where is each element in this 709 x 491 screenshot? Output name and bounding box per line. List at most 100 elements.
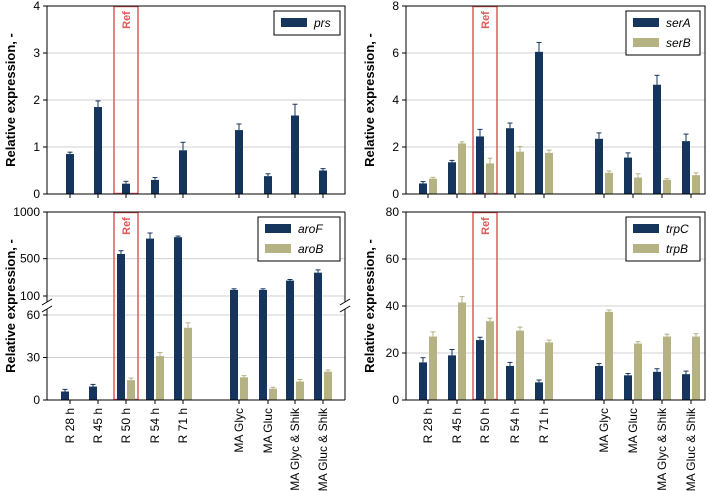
axis-break-mark	[41, 298, 53, 306]
bar-serA	[448, 162, 456, 194]
bar-prs	[319, 170, 327, 194]
x-tick-label: MA Gluc	[626, 408, 640, 453]
x-tick-label: R 28 h	[421, 408, 435, 443]
bar-prs	[179, 150, 187, 194]
bars-layer	[61, 41, 700, 400]
bar-serB	[516, 151, 524, 194]
y-tick-label: 1000	[13, 205, 40, 219]
bar-prs	[66, 154, 74, 194]
y-tick-label: 8	[392, 0, 399, 13]
bar-serB	[458, 143, 466, 194]
x-tick-label: R 45 h	[91, 408, 105, 443]
legend-label-aroB: aroB	[298, 242, 323, 256]
bar-serA	[535, 51, 543, 195]
bar-serA	[506, 128, 514, 194]
bar-prs	[151, 179, 159, 194]
legend-swatch-serB	[633, 38, 659, 47]
ref-label: Ref	[480, 11, 492, 29]
legend-box	[625, 216, 701, 262]
bar-aroB	[127, 380, 135, 400]
bar-serA	[682, 141, 690, 194]
x-tick-label: R 54 h	[148, 408, 162, 443]
y-tick-label: 80	[386, 205, 400, 219]
bar-aroF	[286, 280, 294, 400]
y-tick-label: 4	[392, 93, 399, 107]
y-tick-label: 40	[386, 299, 400, 313]
axis-break-mark	[339, 298, 351, 306]
legend-label-trpB: trpB	[666, 242, 688, 256]
bar-aroF	[61, 391, 69, 400]
bar-aroB	[156, 356, 164, 400]
bar-trpB	[634, 343, 642, 400]
y-tick-label: 100	[20, 289, 40, 303]
x-tick-label: MA Gluc & Shik	[684, 407, 698, 491]
legend-label-prs: prs	[313, 16, 331, 30]
bar-serA	[419, 183, 427, 194]
legend-swatch-serA	[633, 18, 659, 27]
bar-serB	[692, 175, 700, 194]
legend-label-serA: serA	[666, 16, 691, 30]
legend-label-serB: serB	[666, 36, 691, 50]
axis-break-mark	[41, 305, 53, 313]
axis-break-mark	[339, 305, 351, 313]
bar-trpB	[663, 336, 671, 400]
y-tick-label: 2	[33, 93, 40, 107]
legend-swatch-trpC	[633, 224, 659, 233]
bar-aroB	[324, 371, 332, 400]
bar-trpB	[605, 311, 613, 400]
bar-aroB	[240, 377, 248, 400]
y-tick-label: 3	[33, 46, 40, 60]
legend-swatch-trpB	[633, 244, 659, 253]
bar-trpC	[476, 340, 484, 400]
x-tick-label: R 50 h	[478, 408, 492, 443]
bar-prs	[264, 176, 272, 194]
x-tick-label: R 54 h	[508, 408, 522, 443]
y-tick-label: 0	[392, 393, 399, 407]
y-tick-label: 60	[386, 252, 400, 266]
bar-prs	[291, 115, 299, 194]
y-tick-label: 1	[33, 140, 40, 154]
bar-serB	[634, 177, 642, 194]
y-axis-label: Relative expression, -	[362, 239, 377, 373]
bar-serA	[476, 136, 484, 194]
bar-trpB	[516, 330, 524, 400]
bar-aroB	[296, 381, 304, 400]
bar-aroF	[259, 289, 267, 400]
bar-trpB	[486, 321, 494, 400]
bar-trpC	[506, 365, 514, 400]
x-tick-label: MA Gluc & Shik	[316, 407, 330, 491]
y-tick-label: 6	[392, 46, 399, 60]
bar-trpB	[458, 302, 466, 400]
x-tick-label: R 45 h	[450, 408, 464, 443]
bar-trpC	[682, 374, 690, 400]
ref-label: Ref	[480, 217, 492, 235]
y-tick-label: 60	[27, 308, 41, 322]
bar-trpB	[545, 342, 553, 400]
bar-trpC	[535, 382, 543, 400]
bar-trpC	[624, 375, 632, 400]
bar-serB	[429, 178, 437, 194]
bar-aroF	[314, 272, 322, 400]
bar-serB	[486, 163, 494, 194]
ref-label: Ref	[121, 11, 133, 29]
legend-swatch-aroF	[265, 224, 291, 233]
bar-serB	[545, 152, 553, 194]
bar-trpC	[595, 365, 603, 400]
y-tick-label: 0	[33, 393, 40, 407]
y-tick-label: 0	[33, 187, 40, 201]
bar-serA	[595, 138, 603, 194]
x-tick-label: MA Glyc	[232, 408, 246, 453]
legend-label-trpC: trpC	[666, 222, 689, 236]
x-tick-label: R 50 h	[119, 408, 133, 443]
y-axis-label: Relative expression, -	[3, 33, 18, 167]
x-tick-label: MA Gluc	[261, 408, 275, 453]
x-tick-label: R 28 h	[63, 408, 77, 443]
bar-serB	[605, 172, 613, 194]
bar-prs	[94, 107, 102, 194]
axes-layer	[41, 5, 706, 404]
x-tick-label: MA Glyc	[597, 408, 611, 453]
text-layer: Ref 0 1 2 3 4 Relative expression, - prs Ref 0 2 4 6…	[3, 0, 698, 491]
y-axis-label: Relative expression, -	[3, 239, 18, 373]
